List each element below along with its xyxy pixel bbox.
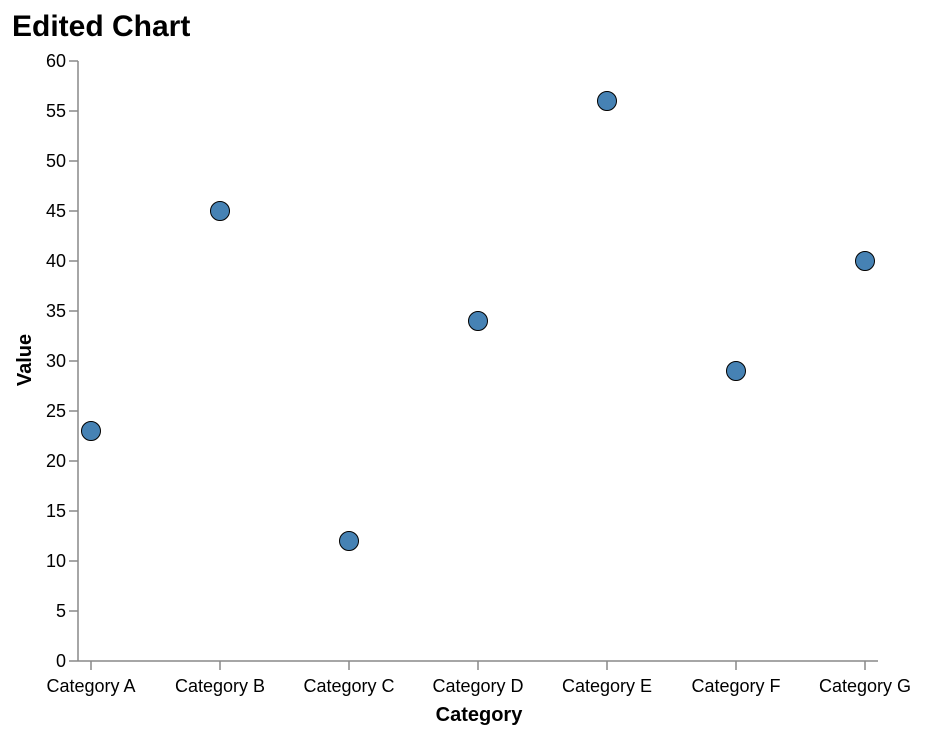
y-tick-label: 25 bbox=[46, 401, 66, 421]
y-tick-label: 35 bbox=[46, 301, 66, 321]
y-tick-label: 45 bbox=[46, 201, 66, 221]
data-point bbox=[468, 311, 488, 331]
x-tick-label: Category D bbox=[432, 676, 523, 696]
y-tick-label: 40 bbox=[46, 251, 66, 271]
chart-title: Edited Chart bbox=[12, 10, 190, 43]
data-point bbox=[81, 421, 101, 441]
data-points bbox=[81, 91, 875, 551]
y-tick-label: 0 bbox=[56, 651, 66, 671]
x-tick-label: Category B bbox=[175, 676, 265, 696]
y-tick-label: 50 bbox=[46, 151, 66, 171]
data-point bbox=[726, 361, 746, 381]
y-tick-label: 30 bbox=[46, 351, 66, 371]
data-point bbox=[210, 201, 230, 221]
data-point bbox=[339, 531, 359, 551]
y-tick-label: 60 bbox=[46, 51, 66, 71]
x-tick-label: Category F bbox=[691, 676, 780, 696]
y-tick-label: 10 bbox=[46, 551, 66, 571]
y-axis-title: Value bbox=[14, 334, 36, 386]
x-axis: Category A Category B Category C Category D… bbox=[46, 660, 911, 696]
data-point bbox=[597, 91, 617, 111]
y-axis: 0 5 10 15 20 25 30 35 40 45 50 55 60 bbox=[46, 51, 79, 671]
x-tick-label: Category E bbox=[562, 676, 652, 696]
y-tick-label: 5 bbox=[56, 601, 66, 621]
x-tick-label: Category G bbox=[819, 676, 911, 696]
y-tick-label: 15 bbox=[46, 501, 66, 521]
x-tick-label: Category C bbox=[303, 676, 394, 696]
y-tick-label: 20 bbox=[46, 451, 66, 471]
x-axis-title: Category bbox=[436, 704, 524, 726]
data-point bbox=[855, 251, 875, 271]
y-tick-label: 55 bbox=[46, 101, 66, 121]
x-tick-label: Category A bbox=[46, 676, 135, 696]
